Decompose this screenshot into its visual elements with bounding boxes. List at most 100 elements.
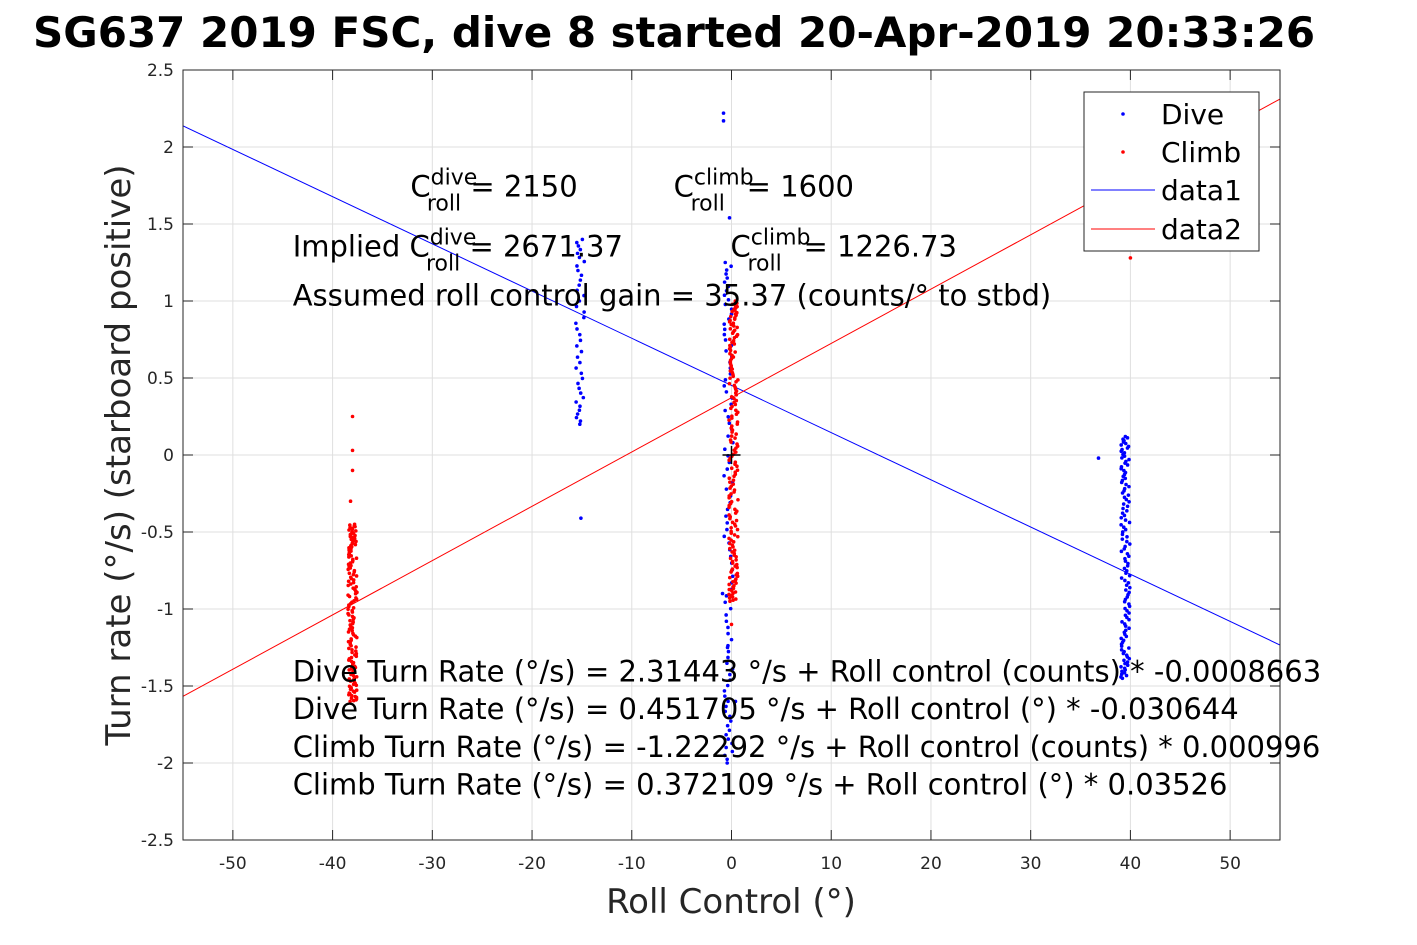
dive-point bbox=[1124, 588, 1128, 592]
dive-point bbox=[733, 699, 738, 704]
x-tick-label: 40 bbox=[1120, 854, 1142, 874]
dive-point bbox=[723, 447, 727, 452]
dive-point bbox=[1127, 602, 1131, 606]
climb-point bbox=[350, 448, 355, 453]
annotation-value: = 1226.73 bbox=[794, 229, 957, 263]
climb-point bbox=[350, 557, 355, 562]
climb-point bbox=[735, 310, 739, 315]
annotation-symbol: C bbox=[410, 169, 430, 203]
dive-point bbox=[575, 251, 580, 256]
dive-point bbox=[726, 655, 730, 660]
annotation-implied-dive: Implied Cdive roll = 2671.37 bbox=[293, 225, 623, 276]
dive-point bbox=[579, 349, 584, 354]
dive-point bbox=[582, 310, 586, 314]
dive-point bbox=[726, 297, 731, 302]
climb-point bbox=[350, 530, 354, 534]
legend-box bbox=[1083, 91, 1260, 252]
tick-labels: -50 -40 -30 -20 -10 0 10 20 30 40 50-2.5-2-1.5-1-0… bbox=[141, 61, 1241, 874]
climb-point bbox=[354, 674, 359, 679]
y-tick-label: 1.5 bbox=[147, 215, 174, 235]
climb-point bbox=[732, 383, 737, 388]
dive-point bbox=[1128, 542, 1132, 546]
dive-point bbox=[721, 111, 726, 115]
climb-point bbox=[728, 327, 733, 331]
dive-point bbox=[1125, 509, 1129, 513]
dive-point bbox=[726, 434, 730, 438]
dive-point bbox=[724, 390, 729, 394]
climb-point bbox=[731, 339, 736, 343]
climb-point bbox=[349, 637, 353, 641]
dive-point bbox=[728, 714, 732, 719]
dive-point bbox=[725, 723, 730, 728]
climb-point bbox=[734, 518, 739, 523]
climb-point bbox=[734, 562, 739, 567]
annotation-c-climb: Cclimb roll = 1600 bbox=[674, 165, 854, 216]
dive-point bbox=[724, 268, 729, 272]
climb-point bbox=[353, 694, 358, 699]
climb-point bbox=[727, 575, 732, 580]
dive-point bbox=[722, 384, 727, 388]
dive-point bbox=[574, 321, 578, 326]
annotation-symbol: C bbox=[731, 229, 751, 263]
annotation-subscript: roll bbox=[426, 251, 460, 276]
dive-point bbox=[1119, 664, 1123, 669]
dive-point bbox=[1124, 568, 1129, 573]
dive-point bbox=[1125, 551, 1130, 556]
dive-point bbox=[722, 327, 727, 332]
dive-point bbox=[727, 216, 732, 220]
dive-point bbox=[1119, 636, 1123, 641]
dive-point bbox=[1122, 495, 1127, 500]
climb-point bbox=[730, 414, 734, 418]
dive-point bbox=[1122, 649, 1126, 654]
dive-point bbox=[577, 408, 582, 413]
climb-point bbox=[351, 580, 356, 585]
dive-point bbox=[575, 288, 579, 293]
climb-point bbox=[728, 314, 733, 319]
dive-point bbox=[723, 600, 728, 605]
dive-point bbox=[1122, 658, 1126, 663]
climb-point bbox=[729, 526, 733, 530]
dive-point bbox=[724, 704, 728, 709]
dive-point bbox=[722, 280, 727, 284]
climb-point bbox=[733, 507, 737, 512]
dive-point bbox=[729, 264, 733, 269]
climb-point bbox=[735, 325, 739, 330]
dive-point bbox=[723, 302, 728, 307]
dive-point bbox=[1123, 613, 1128, 618]
dive-point bbox=[1124, 653, 1129, 658]
climb-point bbox=[1128, 256, 1133, 260]
climb-point bbox=[349, 659, 354, 664]
climb-point bbox=[727, 536, 731, 541]
dive-point bbox=[725, 645, 730, 650]
climb-point bbox=[730, 309, 734, 314]
climb-point bbox=[728, 351, 732, 356]
dive-point bbox=[722, 753, 727, 758]
climb-point bbox=[733, 350, 737, 354]
dive-point bbox=[1123, 578, 1127, 583]
dive-point bbox=[1126, 444, 1131, 449]
annotation-value: = 2150 bbox=[461, 169, 578, 203]
dive-point bbox=[1121, 502, 1126, 506]
origin-marker bbox=[722, 446, 741, 464]
annotation-subscript: roll bbox=[691, 191, 725, 216]
y-tick-label: 1 bbox=[163, 292, 174, 312]
climb-point bbox=[734, 408, 738, 413]
dive-point bbox=[578, 360, 582, 365]
climb-point bbox=[348, 699, 352, 704]
dive-point bbox=[577, 283, 581, 287]
dive-point bbox=[724, 613, 728, 617]
climb-point bbox=[347, 677, 352, 681]
climb-point bbox=[728, 343, 732, 348]
annotations: Cdive roll = 2150 Cclimb roll = 1600Implied… bbox=[293, 165, 1052, 312]
climb-point bbox=[348, 523, 352, 527]
climb-point bbox=[730, 550, 734, 554]
climb-point bbox=[731, 478, 736, 482]
x-tick-label: -30 bbox=[418, 854, 446, 874]
dive-point bbox=[722, 293, 727, 298]
dive-point bbox=[581, 395, 586, 400]
climb-point bbox=[350, 628, 355, 633]
dive-point bbox=[724, 514, 728, 518]
regression-equations: Dive Turn Rate (°/s) = 2.31443 °/s + Rol… bbox=[293, 654, 1321, 801]
climb-point bbox=[731, 598, 735, 603]
climb-point bbox=[346, 593, 350, 597]
